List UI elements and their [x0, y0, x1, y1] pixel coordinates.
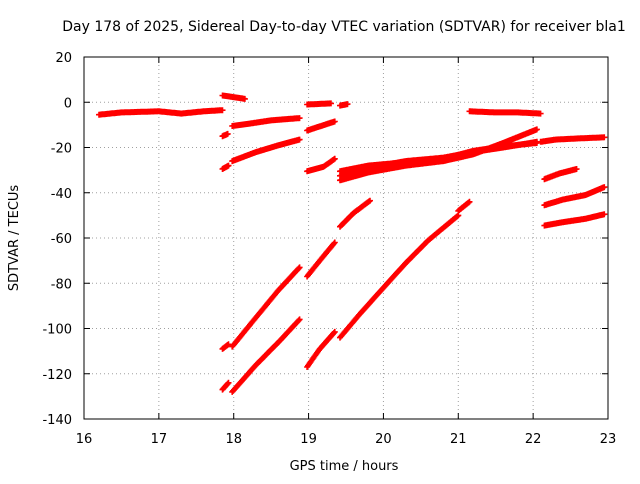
data-point-markers: [219, 341, 232, 352]
data-point-markers: [229, 264, 303, 350]
data-series-segment: [337, 140, 540, 175]
y-tick-label: -120: [42, 368, 72, 383]
data-point-markers: [219, 92, 248, 102]
data-point-markers: [337, 212, 462, 341]
data-series-segment: [541, 184, 608, 209]
data-series-segment: [229, 316, 303, 395]
data-point-markers: [219, 130, 231, 140]
data-series-segment: [466, 108, 544, 117]
chart-title: Day 178 of 2025, Sidereal Day-to-day VTE…: [62, 19, 625, 35]
x-tick-label: 21: [450, 432, 467, 447]
data-point-markers: [337, 197, 373, 230]
data-series-segment: [541, 211, 608, 229]
data-series-segment: [337, 101, 351, 109]
plot-border: [83, 56, 609, 420]
data-series-segment: [537, 134, 608, 145]
data-point-markers: [304, 100, 334, 108]
data-series-segment: [337, 212, 462, 341]
data-series-segment: [229, 136, 303, 165]
data-series-segment: [541, 166, 580, 183]
y-tick-label: -80: [51, 277, 72, 292]
y-tick-label: -40: [51, 187, 72, 202]
data-series-segment: [96, 107, 226, 118]
data-series-segment: [229, 264, 303, 350]
y-tick-label: 20: [55, 51, 72, 66]
y-tick-label: -20: [51, 142, 72, 157]
data-point-markers: [541, 166, 580, 183]
data-series-segment: [219, 379, 232, 393]
data-point-markers: [219, 379, 232, 393]
x-tick-label: 20: [375, 432, 392, 447]
data-point-markers: [219, 162, 232, 172]
y-tick-label: -100: [42, 323, 72, 338]
data-series-segment: [304, 239, 338, 280]
data-point-markers: [304, 239, 338, 280]
x-tick-label: 19: [300, 432, 317, 447]
data-series-segment: [219, 130, 231, 140]
x-tick-label: 17: [151, 432, 168, 447]
data-series-segment: [304, 155, 338, 175]
x-tick-label: 22: [525, 432, 542, 447]
data-point-markers: [337, 101, 351, 109]
tick-labels: 16 17 18 19 20 21 22 23 20 0 -20 -40 -60 -80 -100 -120 -…: [42, 51, 616, 447]
y-axis-label: SDTVAR / TECUs: [7, 185, 22, 292]
data-series-segment: [219, 341, 232, 352]
x-tick-label: 16: [76, 432, 93, 447]
data-point-markers: [541, 184, 608, 209]
data-series-segment: [304, 328, 338, 370]
data-series-segment: [229, 115, 303, 129]
y-tick-label: -60: [51, 232, 72, 247]
data-point-markers: [455, 198, 473, 214]
data-series-segment: [455, 198, 473, 214]
y-tick-label: 0: [64, 96, 72, 111]
data-markers: [96, 92, 608, 395]
data-point-markers: [229, 316, 303, 395]
data-series-segment: [337, 197, 373, 230]
data-point-markers: [304, 118, 338, 134]
x-tick-label: 18: [225, 432, 242, 447]
data-series-segment: [304, 118, 338, 134]
x-axis-label: GPS time / hours: [290, 459, 399, 474]
data-point-markers: [541, 211, 608, 229]
data-series-segment: [219, 92, 248, 102]
data-point-markers: [229, 136, 303, 165]
data-series-segment: [219, 162, 232, 172]
data-point-markers: [466, 108, 544, 117]
data-point-markers: [337, 140, 540, 175]
data-point-markers: [304, 328, 338, 370]
data-series-segment: [304, 100, 334, 108]
y-tick-label: -140: [42, 413, 72, 428]
x-tick-label: 23: [600, 432, 617, 447]
data-point-markers: [229, 115, 303, 129]
data-point-markers: [96, 107, 226, 118]
data-point-markers: [537, 134, 608, 145]
data-point-markers: [304, 155, 338, 175]
